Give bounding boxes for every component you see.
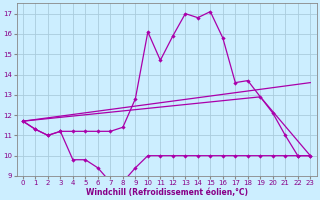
X-axis label: Windchill (Refroidissement éolien,°C): Windchill (Refroidissement éolien,°C) xyxy=(85,188,248,197)
